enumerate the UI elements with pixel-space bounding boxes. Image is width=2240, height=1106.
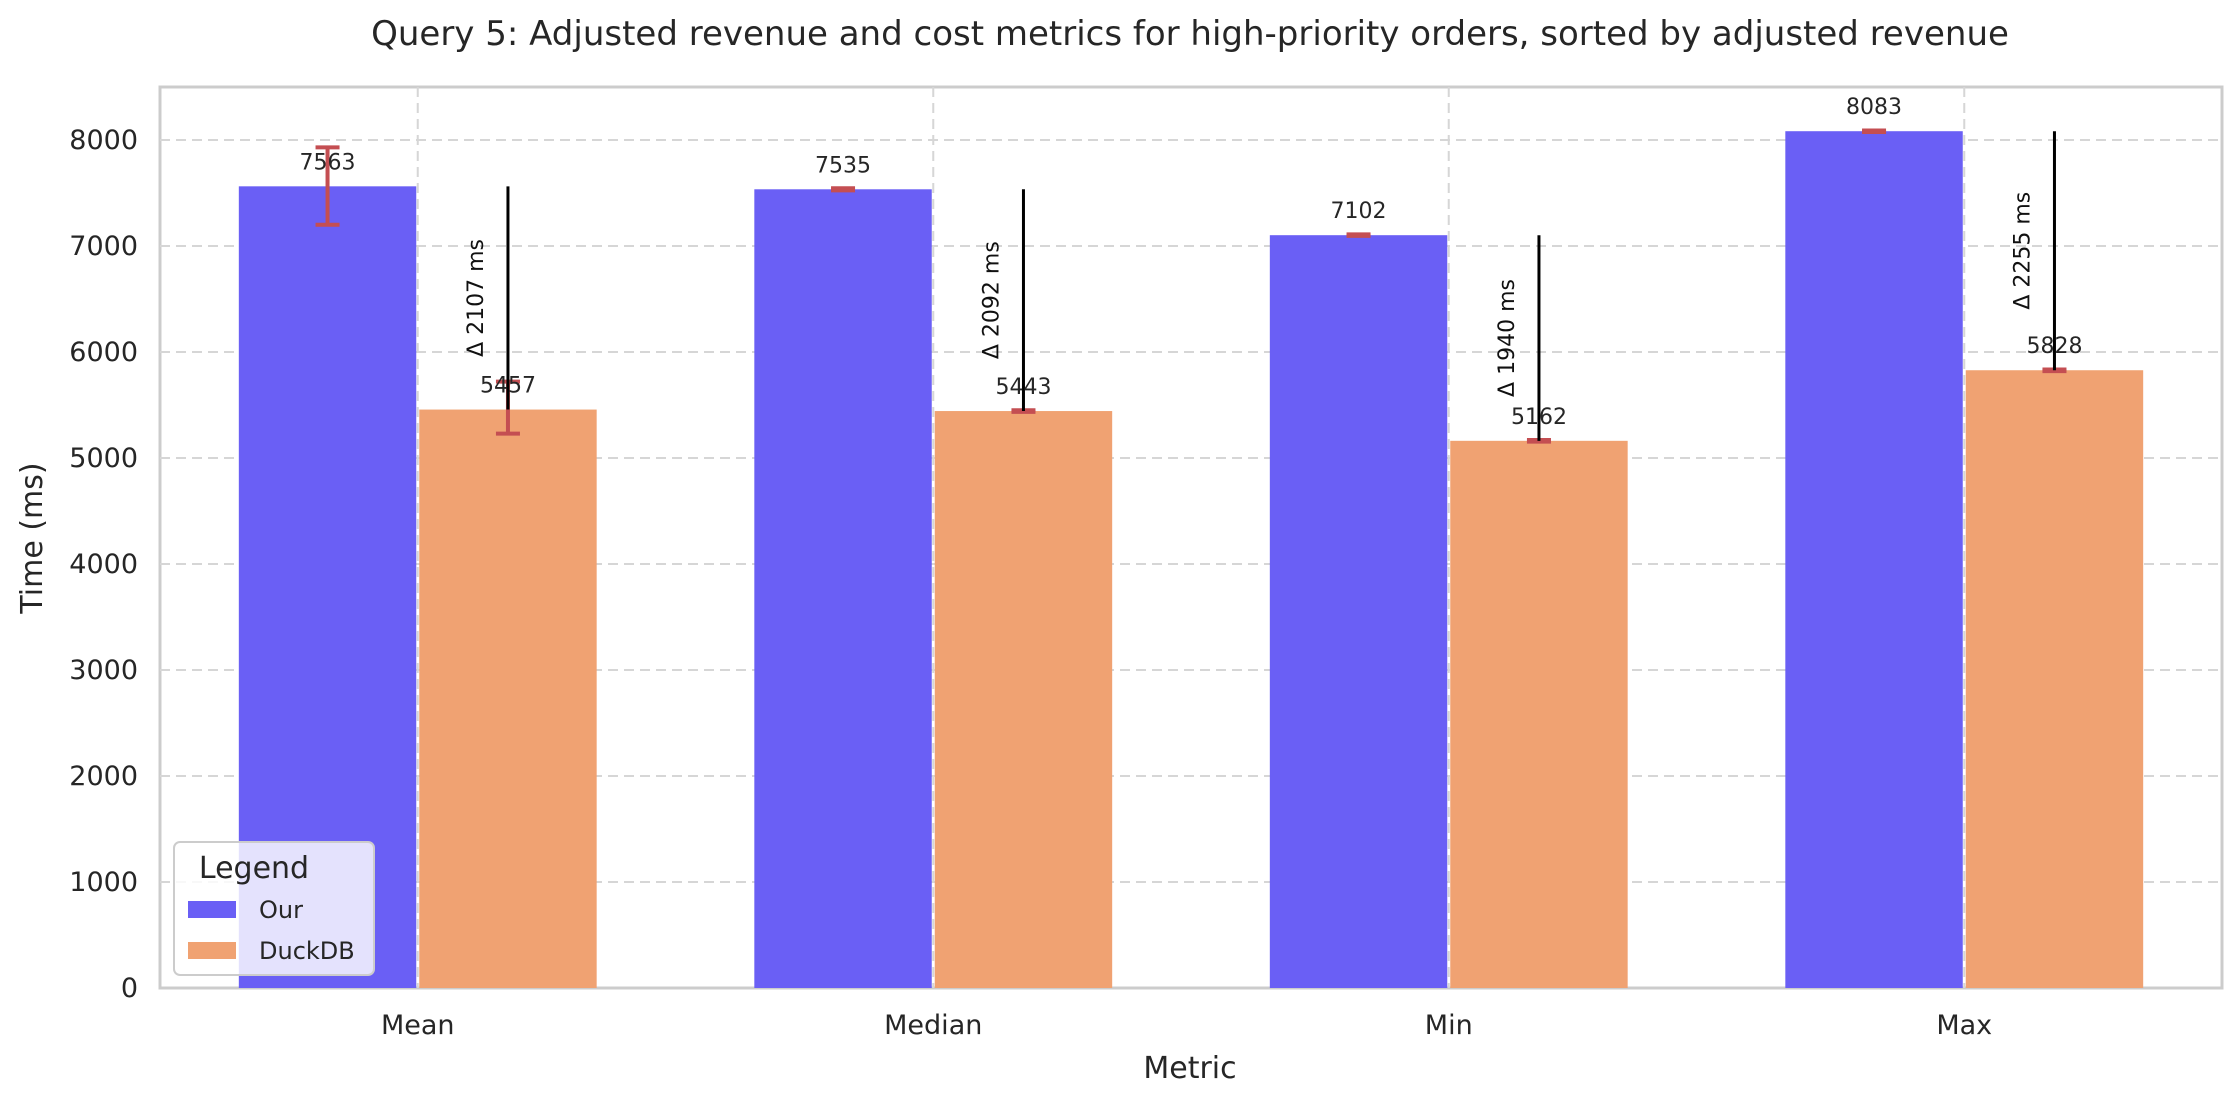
y-tick-label: 8000	[69, 125, 138, 156]
data-labels: 7563 7535 7102 8083 5457 5443 5162 5828	[300, 95, 2083, 430]
bar-our-min	[1269, 235, 1448, 989]
y-tick-label: 2000	[69, 761, 138, 792]
delta-annotations: Δ 2107 ms Δ 2092 ms Δ 1940 ms Δ 2255 ms	[464, 131, 2056, 441]
y-tick-label: 3000	[69, 655, 138, 686]
y-axis-label: Time (ms)	[15, 462, 50, 614]
data-label: 5457	[480, 374, 536, 399]
data-label: 8083	[1846, 95, 1902, 120]
y-tick-label: 0	[121, 973, 138, 1004]
legend-box	[173, 841, 375, 976]
bar-our-max	[1785, 131, 1963, 988]
y-tick-labels: 0 1000 2000 3000 4000 5000 6000 7000 8000	[69, 125, 138, 1004]
delta-label: Δ 2092 ms	[979, 241, 1004, 359]
legend-label-our: Our	[259, 896, 303, 924]
x-tick-labels: Mean Median Min Max	[381, 1010, 1992, 1041]
data-label: 7102	[1331, 199, 1387, 224]
legend-swatch-our	[188, 901, 236, 918]
bar-duckdb-mean	[419, 409, 597, 989]
bar-duckdb-max	[1965, 370, 2144, 988]
legend: Legend Our DuckDB	[173, 841, 375, 976]
legend-swatch-duckdb	[188, 942, 236, 959]
y-tick-label: 1000	[69, 867, 138, 898]
y-tick-label: 4000	[69, 549, 138, 580]
bar-duckdb-min	[1450, 440, 1628, 988]
x-tick-label: Median	[884, 1010, 982, 1041]
y-tick-label: 5000	[69, 443, 138, 474]
legend-title: Legend	[199, 851, 309, 886]
error-bars	[315, 128, 2067, 444]
delta-label: Δ 2107 ms	[464, 239, 489, 357]
delta-label: Δ 2255 ms	[2010, 192, 2035, 310]
bars	[238, 131, 2144, 989]
bar-our-median	[754, 189, 932, 989]
y-tick-label: 6000	[69, 337, 138, 368]
bar-duckdb-median	[934, 411, 1113, 988]
x-tick-label: Mean	[381, 1010, 455, 1041]
y-tick-label: 7000	[69, 231, 138, 262]
data-label: 7535	[815, 153, 871, 178]
chart-title: Query 5: Adjusted revenue and cost metri…	[371, 14, 2009, 54]
data-label: 7563	[300, 150, 356, 175]
legend-label-duckdb: DuckDB	[259, 937, 355, 965]
delta-label: Δ 1940 ms	[1495, 279, 1520, 397]
data-label: 5443	[995, 375, 1051, 400]
data-label: 5162	[1511, 405, 1567, 430]
x-axis-label: Metric	[1143, 1051, 1236, 1086]
data-label: 5828	[2026, 334, 2082, 359]
x-tick-label: Max	[1936, 1010, 1992, 1041]
x-tick-label: Min	[1425, 1010, 1473, 1041]
